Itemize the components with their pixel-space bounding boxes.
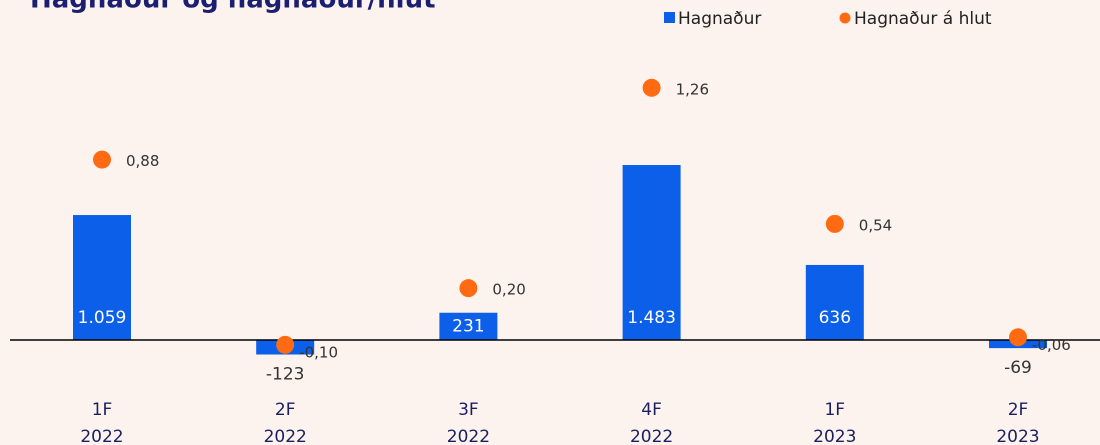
- bar-label: 1.059: [78, 308, 127, 328]
- point: [642, 78, 661, 97]
- chart-title: Hagnaður og hagnaður/hlut: [30, 0, 436, 15]
- bar-label: -123: [266, 365, 305, 385]
- legend-swatch: [664, 12, 675, 23]
- point-label: -0,06: [1032, 336, 1071, 354]
- x-tick-label: 2022: [80, 427, 123, 445]
- x-tick-label: 2F: [275, 400, 296, 420]
- bar: [439, 312, 498, 340]
- point: [825, 214, 844, 233]
- point: [93, 150, 111, 169]
- point-label: 0,88: [126, 152, 159, 170]
- legend-label: Hagnaður: [678, 9, 761, 29]
- x-tick-label: 2F: [1008, 400, 1029, 420]
- x-tick-label: 1F: [92, 400, 113, 420]
- x-tick-label: 2023: [996, 427, 1039, 445]
- point-label: 1,26: [676, 80, 709, 98]
- x-tick-label: 4F: [641, 400, 662, 420]
- point-label: -0,10: [299, 343, 338, 361]
- legend-label: Hagnaður á hlut: [854, 9, 992, 29]
- point-label: 0,54: [859, 216, 892, 234]
- bar-label: 1.483: [627, 308, 676, 328]
- bar: [622, 165, 681, 340]
- x-tick-label: 2023: [813, 427, 856, 445]
- x-tick-label: 2022: [447, 427, 490, 445]
- x-tick-label: 2022: [630, 427, 673, 445]
- bar-label: -69: [1004, 358, 1032, 378]
- bar-label: 636: [819, 308, 851, 328]
- x-tick-label: 3F: [458, 400, 479, 420]
- point: [459, 279, 478, 298]
- bar-label: 231: [452, 316, 484, 336]
- legend-swatch: [839, 12, 851, 24]
- bar: [805, 264, 864, 340]
- point: [1009, 328, 1027, 347]
- point: [276, 335, 295, 354]
- x-tick-label: 2022: [264, 427, 307, 445]
- bar: [73, 215, 131, 340]
- x-tick-label: 1F: [824, 400, 845, 420]
- point-label: 0,20: [492, 281, 525, 299]
